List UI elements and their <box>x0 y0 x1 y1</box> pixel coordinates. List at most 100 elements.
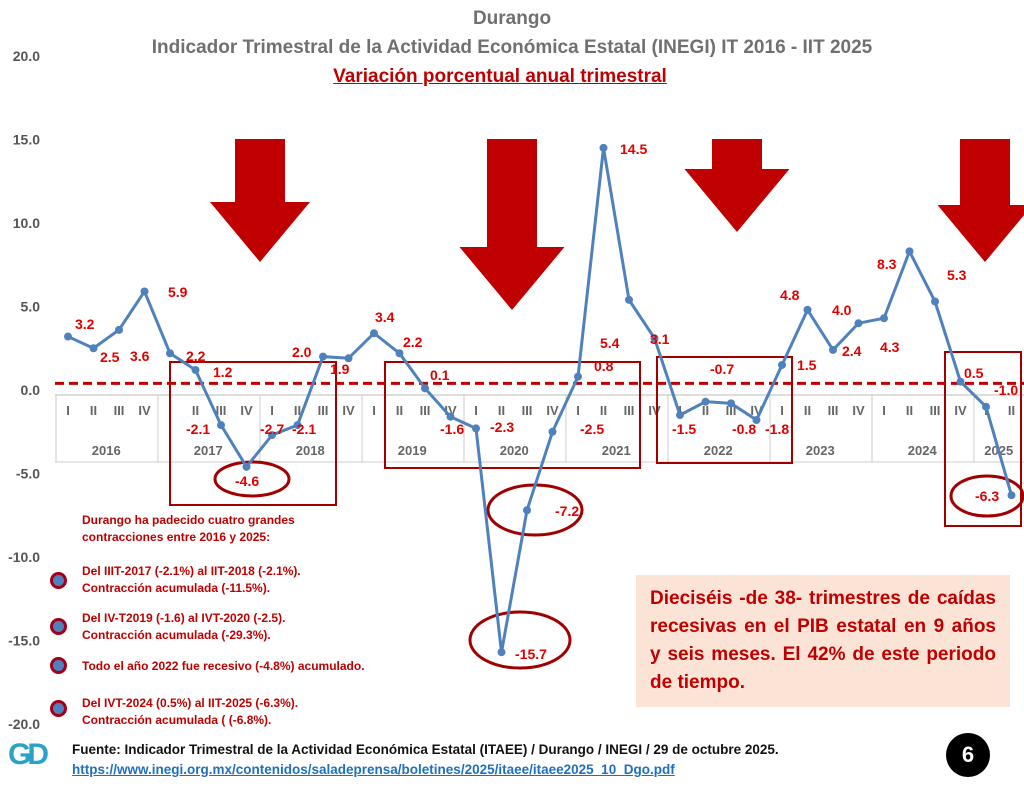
data-label: -2.1 <box>292 421 316 437</box>
data-label: -0.8 <box>732 421 756 437</box>
data-point <box>701 397 710 406</box>
data-label: -2.3 <box>490 419 514 435</box>
data-label: 2.4 <box>842 343 862 359</box>
data-label: 2.2 <box>186 348 206 364</box>
data-point <box>727 399 735 408</box>
data-point <box>293 421 302 430</box>
data-label: -6.3 <box>975 488 999 504</box>
highlight-ellipse <box>468 610 572 670</box>
data-point <box>319 352 327 361</box>
data-point <box>574 372 582 381</box>
y-tick-label: 10.0 <box>13 215 40 231</box>
y-tick-label: -15.0 <box>8 633 40 649</box>
quarter-label: II <box>294 403 301 418</box>
note-item: Todo el año 2022 fue recesivo (-4.8%) ac… <box>82 659 365 673</box>
data-point <box>829 345 837 354</box>
y-tick-label: -10.0 <box>8 549 40 565</box>
data-point <box>982 402 990 411</box>
series-line <box>67 147 1013 653</box>
quarter-label: IV <box>546 403 559 418</box>
note-item: Del IV-T2019 (-1.6) al IVT-2020 (-2.5). … <box>82 611 286 642</box>
data-label: 2.0 <box>292 344 312 360</box>
quarter-label: II <box>600 403 607 418</box>
quarter-label: III <box>420 403 431 418</box>
quarter-label: II <box>90 403 97 418</box>
quarter-label: III <box>318 403 329 418</box>
data-point <box>803 305 812 314</box>
data-label: -15.7 <box>515 646 547 662</box>
data-point <box>446 412 455 421</box>
data-label: -1.0 <box>994 382 1018 398</box>
data-point <box>268 431 276 440</box>
contraction-box <box>384 361 641 469</box>
data-point <box>421 384 429 393</box>
data-point <box>931 297 939 306</box>
data-point <box>548 427 557 436</box>
down-arrow-icon <box>459 139 565 310</box>
data-point <box>370 329 378 338</box>
quarter-label: IV <box>342 403 355 418</box>
data-label: 0.1 <box>430 367 450 383</box>
year-label: 2023 <box>806 443 835 458</box>
year-label: 2022 <box>704 443 733 458</box>
data-point <box>115 325 123 334</box>
data-label: 4.3 <box>880 339 900 355</box>
data-point <box>64 332 72 341</box>
quarter-label: IV <box>852 403 865 418</box>
year-label: 2021 <box>602 443 631 458</box>
data-point <box>395 349 404 358</box>
data-point <box>344 354 353 363</box>
data-label: 3.4 <box>375 309 395 325</box>
down-arrow-icon <box>937 139 1024 262</box>
data-point <box>191 365 200 374</box>
data-point <box>242 462 251 471</box>
source-link[interactable]: https://www.inegi.org.mx/contenidos/sala… <box>72 762 675 777</box>
gd-logo: GD <box>8 738 49 771</box>
contraction-box <box>944 351 1022 527</box>
callout-box: Dieciséis -de 38- trimestres de caídas r… <box>636 575 1010 707</box>
quarter-label: II <box>804 403 811 418</box>
y-tick-label: 15.0 <box>13 132 40 148</box>
quarter-label: IV <box>138 403 151 418</box>
quarter-label: I <box>882 403 886 418</box>
data-label: 2.2 <box>403 334 423 350</box>
data-label: 1.2 <box>213 364 233 380</box>
y-tick-label: -5.0 <box>16 466 40 482</box>
data-point <box>752 416 761 425</box>
data-label: -1.8 <box>765 421 789 437</box>
contraction-box <box>656 356 793 464</box>
quarter-label: III <box>522 403 533 418</box>
data-point <box>880 314 888 323</box>
bullet-icon <box>50 618 67 635</box>
data-label: 0.8 <box>594 358 614 374</box>
year-label: 2017 <box>194 443 223 458</box>
data-label: -1.5 <box>672 421 696 437</box>
chart-subtitle: Indicador Trimestral de la Actividad Eco… <box>151 37 873 58</box>
down-arrow-icon <box>210 139 310 262</box>
quarter-label: I <box>372 403 376 418</box>
year-label: 2024 <box>908 443 938 458</box>
bullet-icon <box>50 657 67 674</box>
contraction-box <box>169 361 337 506</box>
quarter-label: I <box>576 403 580 418</box>
quarter-label: II <box>396 403 403 418</box>
y-tick-label: 20.0 <box>13 48 40 64</box>
data-point <box>854 319 863 328</box>
quarter-label: III <box>624 403 635 418</box>
quarter-label: II <box>192 403 199 418</box>
highlight-ellipse <box>949 474 1024 518</box>
down-arrow-icon <box>684 139 790 232</box>
data-label: 0.5 <box>964 365 984 381</box>
data-label: 3.6 <box>130 348 150 364</box>
data-label: -7.2 <box>555 503 579 519</box>
data-label: 1.5 <box>797 357 817 373</box>
bullet-icon <box>50 700 67 717</box>
year-label: 2019 <box>398 443 427 458</box>
data-label: -2.7 <box>260 421 284 437</box>
y-tick-label: -20.0 <box>8 716 40 732</box>
notes-intro: Durango ha padecido cuatro grandes contr… <box>82 513 295 544</box>
data-label: 4.0 <box>832 302 852 318</box>
data-point <box>140 287 149 296</box>
y-tick-label: 0.0 <box>21 382 41 398</box>
